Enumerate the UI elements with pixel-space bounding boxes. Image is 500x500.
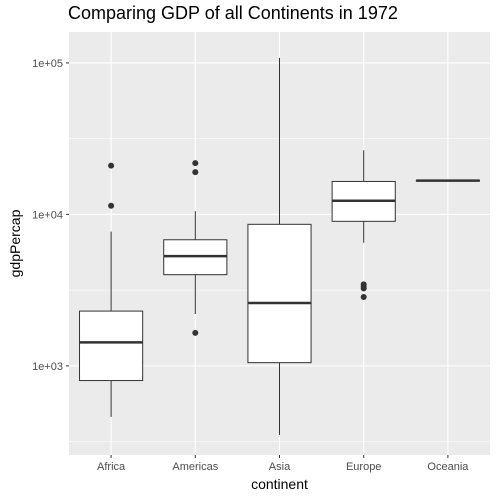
x-tick-label: Oceania xyxy=(427,461,469,473)
y-tick-label: 1e+04 xyxy=(32,209,63,221)
outlier-point xyxy=(192,160,198,166)
box-iqr xyxy=(248,224,311,362)
y-tick-label: 1e+05 xyxy=(32,58,63,70)
y-axis: 1e+03 1e+04 1e+05 xyxy=(32,58,69,373)
x-axis: Africa Americas Asia Europe Oceania xyxy=(97,455,469,473)
outlier-point xyxy=(108,203,114,209)
outlier-point xyxy=(361,294,367,300)
outlier-point xyxy=(192,169,198,175)
x-tick-label: Americas xyxy=(172,461,218,473)
y-tick-label: 1e+03 xyxy=(32,361,63,373)
outlier-point xyxy=(108,163,114,169)
x-tick-label: Africa xyxy=(97,461,126,473)
x-tick-label: Europe xyxy=(346,461,381,473)
outlier-point xyxy=(361,281,367,287)
box-iqr xyxy=(80,311,143,380)
x-tick-label: Asia xyxy=(269,461,291,473)
outlier-point xyxy=(192,330,198,336)
y-axis-title: gdpPercap xyxy=(7,209,23,277)
box-oceania xyxy=(416,180,479,182)
x-axis-title: continent xyxy=(251,476,308,492)
